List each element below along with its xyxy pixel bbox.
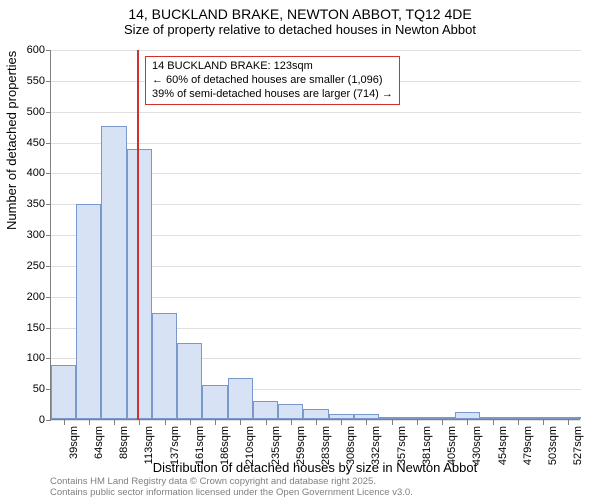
- histogram-bar: [329, 414, 354, 419]
- ytick-mark: [46, 173, 51, 174]
- xtick-label: 39sqm: [68, 426, 80, 459]
- ytick-mark: [46, 204, 51, 205]
- xtick-mark: [442, 420, 443, 425]
- xtick-mark: [266, 420, 267, 425]
- ytick-label: 350: [5, 198, 45, 210]
- xtick-mark: [316, 420, 317, 425]
- chart-title-sub: Size of property relative to detached ho…: [0, 22, 600, 37]
- callout-line: 14 BUCKLAND BRAKE: 123sqm: [152, 60, 393, 74]
- ytick-label: 250: [5, 260, 45, 272]
- xtick-label: 113sqm: [143, 426, 155, 464]
- histogram-bar: [253, 401, 278, 420]
- histogram-bar: [455, 412, 480, 419]
- chart-title-block: 14, BUCKLAND BRAKE, NEWTON ABBOT, TQ12 4…: [0, 0, 600, 37]
- gridline: [51, 50, 581, 51]
- xtick-mark: [240, 420, 241, 425]
- ytick-label: 600: [5, 44, 45, 56]
- callout-line: 39% of semi-detached houses are larger (…: [152, 88, 393, 102]
- histogram-bar: [152, 313, 177, 419]
- gridline: [51, 143, 581, 144]
- ytick-label: 300: [5, 229, 45, 241]
- xtick-mark: [493, 420, 494, 425]
- ytick-mark: [46, 143, 51, 144]
- xtick-mark: [89, 420, 90, 425]
- xtick-mark: [165, 420, 166, 425]
- callout-line: ← 60% of detached houses are smaller (1,…: [152, 74, 393, 88]
- xtick-label: 88sqm: [118, 426, 130, 459]
- histogram-bar: [404, 417, 429, 419]
- xtick-mark: [392, 420, 393, 425]
- histogram-bar: [505, 417, 530, 419]
- xtick-mark: [518, 420, 519, 425]
- ytick-label: 100: [5, 352, 45, 364]
- ytick-mark: [46, 420, 51, 421]
- histogram-bar: [531, 417, 556, 419]
- ytick-label: 550: [5, 75, 45, 87]
- ytick-label: 150: [5, 322, 45, 334]
- marker-callout-box: 14 BUCKLAND BRAKE: 123sqm← 60% of detach…: [145, 56, 400, 105]
- histogram-bar: [303, 409, 328, 419]
- histogram-bar: [556, 417, 581, 419]
- histogram-bar: [278, 404, 303, 419]
- xtick-mark: [139, 420, 140, 425]
- xtick-mark: [114, 420, 115, 425]
- ytick-label: 450: [5, 137, 45, 149]
- chart-area: 05010015020025030035040045050055060039sq…: [50, 50, 580, 420]
- ytick-mark: [46, 266, 51, 267]
- xtick-mark: [543, 420, 544, 425]
- xtick-label: 64sqm: [93, 426, 105, 459]
- histogram-bar: [76, 204, 101, 419]
- ytick-mark: [46, 297, 51, 298]
- histogram-bar: [101, 126, 126, 419]
- histogram-bar: [202, 385, 227, 419]
- histogram-bar: [127, 149, 152, 419]
- ytick-mark: [46, 328, 51, 329]
- xtick-mark: [341, 420, 342, 425]
- ytick-mark: [46, 50, 51, 51]
- histogram-bar: [480, 417, 505, 419]
- histogram-bar: [379, 417, 404, 419]
- property-marker-line: [137, 50, 139, 420]
- x-axis-label: Distribution of detached houses by size …: [50, 460, 580, 475]
- histogram-bar: [177, 343, 202, 419]
- chart-title-main: 14, BUCKLAND BRAKE, NEWTON ABBOT, TQ12 4…: [0, 6, 600, 22]
- ytick-label: 50: [5, 383, 45, 395]
- xtick-mark: [190, 420, 191, 425]
- ytick-mark: [46, 358, 51, 359]
- ytick-label: 200: [5, 291, 45, 303]
- plot-area: 05010015020025030035040045050055060039sq…: [50, 50, 580, 420]
- footer-line-1: Contains HM Land Registry data © Crown c…: [50, 476, 413, 487]
- footer-line-2: Contains public sector information licen…: [50, 487, 413, 498]
- ytick-mark: [46, 81, 51, 82]
- xtick-mark: [467, 420, 468, 425]
- histogram-bar: [430, 417, 455, 419]
- xtick-mark: [417, 420, 418, 425]
- xtick-mark: [215, 420, 216, 425]
- xtick-mark: [366, 420, 367, 425]
- histogram-bar: [354, 414, 379, 419]
- ytick-label: 0: [5, 414, 45, 426]
- xtick-mark: [64, 420, 65, 425]
- ytick-mark: [46, 112, 51, 113]
- histogram-bar: [51, 365, 76, 419]
- histogram-bar: [228, 378, 253, 419]
- gridline: [51, 112, 581, 113]
- xtick-mark: [568, 420, 569, 425]
- footer-attribution: Contains HM Land Registry data © Crown c…: [50, 476, 413, 499]
- ytick-label: 400: [5, 167, 45, 179]
- ytick-label: 500: [5, 106, 45, 118]
- xtick-mark: [291, 420, 292, 425]
- ytick-mark: [46, 235, 51, 236]
